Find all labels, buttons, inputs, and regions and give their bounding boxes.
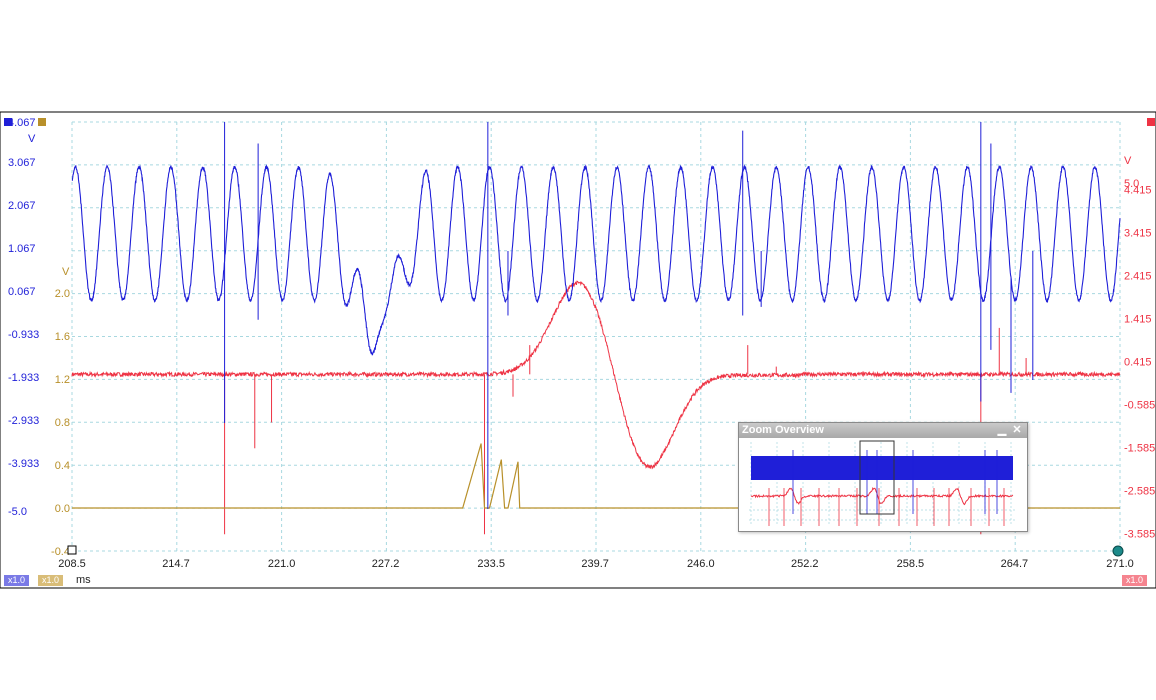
channel-a-scale-badge[interactable]: x1.0 [4,575,30,586]
x-tick-label: 208.5 [58,558,86,570]
gold-tick-label: -0.4 [51,546,70,558]
zoom-overview-panel[interactable]: Zoom Overview ▁ ✕ [738,422,1028,532]
red-tick-label: -0.585 [1124,400,1155,412]
zoom-channel-c-trace [750,486,1014,506]
red-tick-label: 0.415 [1124,357,1152,369]
gold-tick-label: 1.6 [55,331,70,343]
x-tick-label: 246.0 [687,558,715,570]
x-start-handle[interactable] [67,545,77,555]
red-tick-label: -1.585 [1124,443,1155,455]
zoom-traces [750,450,1014,526]
gold-unit-label: V [62,266,70,278]
gold-tick-label: 0.0 [55,503,70,515]
x-tick-label: 239.7 [581,558,609,570]
channel-b-scale-badge[interactable]: x1.0 [38,575,64,586]
x-tick-label: 233.5 [477,558,505,570]
x-tick-label: 221.0 [268,558,296,570]
traces [71,122,1121,535]
red-tick-label: -2.585 [1124,486,1155,498]
blue-tick-label: -3.933 [8,458,39,470]
blue-tick-label: 3.067 [8,157,36,169]
axis-labels: 4.067 3.067 2.067 1.067 0.067 -0.933 -1.933 -2.… [8,117,1155,586]
red-tick-label: 1.415 [1124,314,1152,326]
blue-tick-label: -2.933 [8,415,39,427]
blue-tick-label: 0.067 [8,286,36,298]
channel-c-marker[interactable] [1147,118,1155,126]
x-tick-label: 264.7 [1001,558,1029,570]
channel-b-marker[interactable] [38,118,46,126]
gold-tick-label: 2.0 [55,288,70,300]
x-end-handle[interactable] [1112,545,1124,557]
zoom-window-box[interactable] [859,440,895,515]
blue-tick-label: 2.067 [8,200,36,212]
zoom-overview-titlebar[interactable]: Zoom Overview ▁ ✕ [739,423,1027,438]
x-unit-label: ms [76,574,91,586]
x-tick-label: 258.5 [897,558,925,570]
gold-tick-label: 0.8 [55,417,70,429]
red-tick-label: 3.415 [1124,228,1152,240]
channel-b-trace [72,443,1120,509]
blue-tick-label: 4.067 [8,117,36,129]
blue-tick-label: -5.0 [8,506,27,518]
channel-a-trace [71,164,1121,356]
close-icon[interactable]: ✕ [1012,424,1022,436]
x-tick-label: 271.0 [1106,558,1134,570]
red-tick-label: -3.585 [1124,529,1155,541]
channel-a-marker[interactable] [4,118,12,126]
minimize-icon[interactable]: ▁ [997,424,1007,436]
red-unit-label: V [1124,155,1132,167]
channel-c-trace [71,280,1121,470]
red-tick-label: 2.415 [1124,271,1152,283]
blue-tick-label: 1.067 [8,243,36,255]
zoom-overview-title: Zoom Overview [742,424,824,436]
gold-tick-label: 1.2 [55,374,70,386]
x-tick-label: 252.2 [791,558,819,570]
red-tick-label: 5.0 [1124,178,1139,190]
blue-tick-label: -0.933 [8,329,39,341]
zoom-overview-thumbnail[interactable] [739,438,1027,530]
x-tick-label: 214.7 [162,558,190,570]
zoom-grid [749,442,1015,526]
x-tick-label: 227.2 [372,558,400,570]
blue-unit-label: V [28,133,36,145]
gold-tick-label: 0.4 [55,460,70,472]
zoom-channel-a-band [751,456,1013,480]
red-tick-label: 4.415 [1124,185,1152,197]
channel-c-scale-badge[interactable]: x1.0 [1122,575,1148,586]
blue-tick-label: -1.933 [8,372,39,384]
